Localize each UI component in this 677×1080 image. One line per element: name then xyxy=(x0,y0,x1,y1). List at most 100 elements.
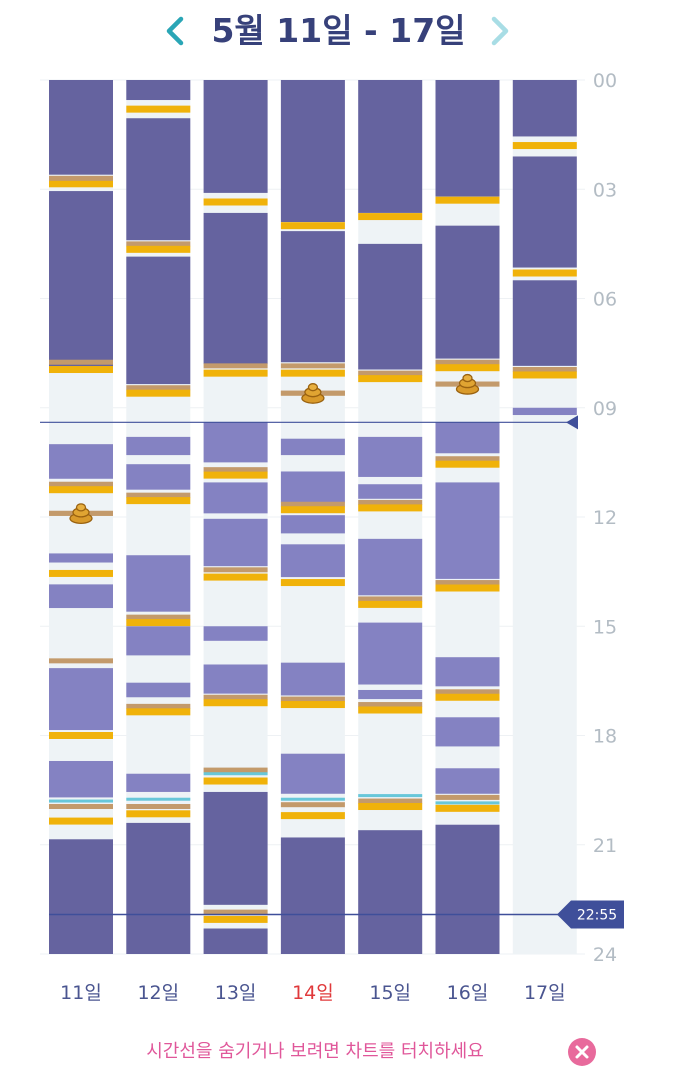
feeding-mark[interactable] xyxy=(126,708,191,716)
diaper-mark[interactable] xyxy=(203,694,268,700)
feeding-mark[interactable] xyxy=(358,706,423,714)
diaper-mark[interactable] xyxy=(126,385,191,391)
nap-bar[interactable] xyxy=(435,422,500,454)
nap-bar[interactable] xyxy=(126,464,191,490)
diaper-mark[interactable] xyxy=(203,909,268,915)
feeding-mark[interactable] xyxy=(435,804,500,812)
feeding-mark[interactable] xyxy=(203,699,268,707)
feeding-mark[interactable] xyxy=(358,213,423,221)
nap-bar[interactable] xyxy=(203,626,268,641)
feeding-mark[interactable] xyxy=(435,196,500,204)
diaper-mark[interactable] xyxy=(280,802,345,808)
diaper-mark[interactable] xyxy=(49,175,113,181)
feeding-mark[interactable] xyxy=(358,803,423,811)
feeding-mark[interactable] xyxy=(126,619,191,627)
nap-bar[interactable] xyxy=(280,438,345,456)
sleep-bar[interactable] xyxy=(49,191,113,368)
medicine-mark[interactable] xyxy=(126,797,191,801)
sleep-bar[interactable] xyxy=(126,256,191,385)
nap-bar[interactable] xyxy=(49,584,113,609)
feeding-mark[interactable] xyxy=(280,701,345,709)
nap-bar[interactable] xyxy=(280,662,345,696)
feeding-mark[interactable] xyxy=(203,777,268,785)
diaper-mark[interactable] xyxy=(49,658,113,664)
nap-bar[interactable] xyxy=(358,622,423,685)
diaper-mark[interactable] xyxy=(435,580,500,586)
sleep-bar[interactable] xyxy=(203,791,268,905)
close-hint-button[interactable] xyxy=(568,1038,596,1066)
nap-bar[interactable] xyxy=(203,518,268,567)
nap-bar[interactable] xyxy=(435,768,500,794)
feeding-mark[interactable] xyxy=(126,810,191,818)
medicine-mark[interactable] xyxy=(49,799,113,803)
feeding-mark[interactable] xyxy=(512,269,577,277)
nap-bar[interactable] xyxy=(49,553,113,563)
diaper-mark[interactable] xyxy=(358,370,423,376)
feeding-mark[interactable] xyxy=(126,497,191,505)
diaper-mark[interactable] xyxy=(512,367,577,373)
diaper-mark[interactable] xyxy=(358,702,423,708)
feeding-mark[interactable] xyxy=(280,579,345,587)
sleep-bar[interactable] xyxy=(126,118,191,241)
diaper-mark[interactable] xyxy=(126,804,191,810)
feeding-mark[interactable] xyxy=(435,364,500,372)
sleep-bar[interactable] xyxy=(203,212,268,365)
feeding-mark[interactable] xyxy=(358,504,423,512)
nap-bar[interactable] xyxy=(280,753,345,794)
nap-bar[interactable] xyxy=(126,626,191,656)
medicine-mark[interactable] xyxy=(435,801,500,805)
feeding-mark[interactable] xyxy=(358,600,423,608)
nap-bar[interactable] xyxy=(126,773,191,792)
diaper-mark[interactable] xyxy=(280,501,345,507)
feeding-mark[interactable] xyxy=(280,222,345,230)
feeding-mark[interactable] xyxy=(280,506,345,514)
diaper-mark[interactable] xyxy=(126,614,191,620)
feeding-mark[interactable] xyxy=(203,915,268,923)
feeding-mark[interactable] xyxy=(512,142,577,150)
medicine-mark[interactable] xyxy=(280,797,345,801)
feeding-mark[interactable] xyxy=(49,817,113,825)
feeding-mark[interactable] xyxy=(49,366,113,374)
nap-bar[interactable] xyxy=(358,436,423,477)
feeding-mark[interactable] xyxy=(126,245,191,253)
poop-icon[interactable] xyxy=(69,503,93,525)
diaper-mark[interactable] xyxy=(280,363,345,369)
nap-bar[interactable] xyxy=(49,444,113,479)
sleep-bar[interactable] xyxy=(435,824,500,954)
nap-bar[interactable] xyxy=(435,657,500,687)
feeding-mark[interactable] xyxy=(203,471,268,479)
prev-week-button[interactable] xyxy=(150,6,200,56)
nap-bar[interactable] xyxy=(126,682,191,698)
diaper-mark[interactable] xyxy=(435,689,500,695)
sleep-bar[interactable] xyxy=(435,80,500,197)
nap-bar[interactable] xyxy=(435,482,500,579)
sleep-bar[interactable] xyxy=(126,822,191,954)
sleep-bar[interactable] xyxy=(358,830,423,954)
feeding-mark[interactable] xyxy=(203,198,268,206)
sleep-bar[interactable] xyxy=(203,80,268,193)
nap-bar[interactable] xyxy=(49,760,113,798)
diaper-mark[interactable] xyxy=(280,696,345,702)
sleep-bar[interactable] xyxy=(49,80,113,175)
diaper-mark[interactable] xyxy=(358,798,423,804)
feeding-mark[interactable] xyxy=(435,460,500,468)
feeding-mark[interactable] xyxy=(126,105,191,113)
diaper-mark[interactable] xyxy=(126,703,191,709)
diaper-mark[interactable] xyxy=(126,492,191,498)
next-week-button[interactable] xyxy=(475,6,525,56)
nap-bar[interactable] xyxy=(512,407,577,416)
feeding-mark[interactable] xyxy=(280,369,345,377)
feeding-mark[interactable] xyxy=(126,389,191,397)
feeding-mark[interactable] xyxy=(435,584,500,592)
diaper-mark[interactable] xyxy=(435,794,500,800)
diaper-mark[interactable] xyxy=(203,567,268,573)
diaper-mark[interactable] xyxy=(49,359,113,365)
sleep-bar[interactable] xyxy=(280,231,345,363)
sleep-bar[interactable] xyxy=(512,80,577,137)
sleep-timeline-chart[interactable]: 11일 12일 13일 14일 15일 16일 17일 00 03 06 09 12 15 18 21 24 2… xyxy=(0,70,677,1030)
poop-icon[interactable] xyxy=(455,373,480,395)
nap-bar[interactable] xyxy=(126,555,191,612)
nap-bar[interactable] xyxy=(126,436,191,456)
feeding-mark[interactable] xyxy=(49,732,113,739)
medicine-mark[interactable] xyxy=(358,794,423,798)
